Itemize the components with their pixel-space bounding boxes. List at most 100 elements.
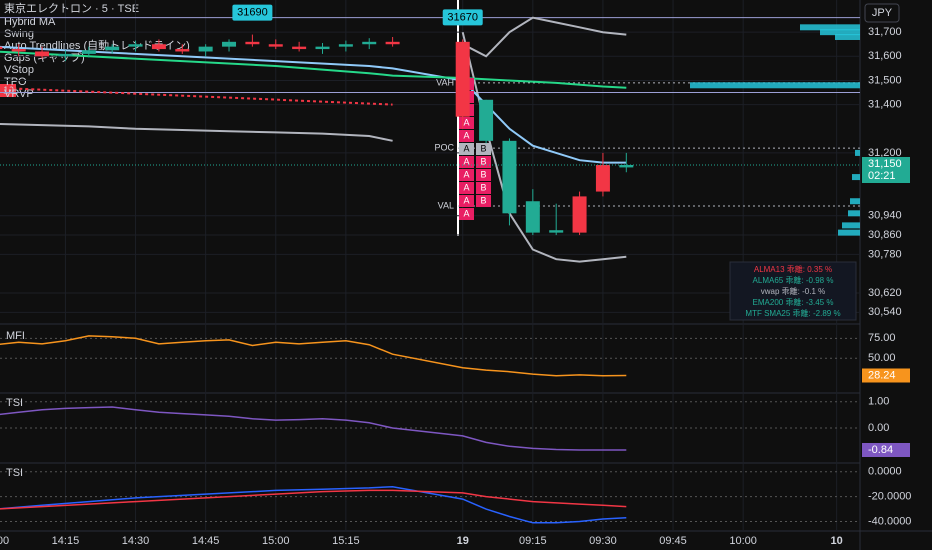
volume-profile-bar xyxy=(855,149,860,156)
y-tick-label: 30,780 xyxy=(868,248,902,260)
candle-body xyxy=(128,44,143,47)
volume-profile-bar xyxy=(690,82,860,89)
tpo-box xyxy=(459,169,474,181)
last-price-label: 31,150 xyxy=(868,158,902,170)
tpo-letter: B xyxy=(480,169,486,179)
info-line: ALMA65 乖離: -0.98 % xyxy=(753,275,834,285)
tpo-box xyxy=(459,208,474,220)
tpo-letter: A xyxy=(463,156,469,166)
y-tick-label: 30,620 xyxy=(868,287,902,299)
y-tick-label: 75.00 xyxy=(868,332,896,344)
y-tick-label: 50.00 xyxy=(868,352,896,364)
candle-body xyxy=(338,44,353,47)
indicator-line xyxy=(462,16,627,58)
volume-profile-bar xyxy=(852,174,860,181)
info-line: vwap 乖離: -0.1 % xyxy=(761,286,825,296)
y-tick-label: 31,200 xyxy=(868,147,902,159)
symbol-title: 東京エレクトロン · 5 · TSE xyxy=(4,1,139,15)
candle-body xyxy=(175,49,190,52)
candle-body xyxy=(292,46,307,50)
currency-label: JPY xyxy=(872,7,893,19)
level-label: VAL xyxy=(438,200,454,210)
y-tick-label: 31,600 xyxy=(868,50,902,62)
candle-body xyxy=(245,41,260,45)
tpo-letter: A xyxy=(463,195,469,205)
level-label: VAH xyxy=(436,77,454,87)
tpo-box xyxy=(476,182,491,194)
indicator-line xyxy=(461,31,627,263)
volume-profile-bar xyxy=(850,198,860,205)
tpo-letter: B xyxy=(480,195,486,205)
tpo-letter: A xyxy=(463,208,469,218)
tpo-box xyxy=(459,182,474,194)
candle-body xyxy=(455,41,470,117)
indicator-line xyxy=(0,335,627,377)
candle-body xyxy=(549,230,564,233)
candle-body xyxy=(222,41,237,47)
volume-profile-bar xyxy=(820,29,860,36)
price-callout-label: 31670 xyxy=(447,11,478,23)
y-tick-label: 1.00 xyxy=(868,396,889,408)
tpo-letter: A xyxy=(463,130,469,140)
currency-button[interactable] xyxy=(864,3,900,23)
y-tick-label: 30,860 xyxy=(868,229,902,241)
tpo-letter: B xyxy=(480,182,486,192)
last-value-label: 28.24 xyxy=(868,369,896,381)
x-tick-label: 09:15 xyxy=(519,535,547,547)
last-value-label: -0.84 xyxy=(868,444,893,456)
tpo-letter: A xyxy=(463,182,469,192)
y-tick-label: 0.00 xyxy=(868,422,889,434)
volume-profile-bar xyxy=(838,229,860,236)
tpo-box xyxy=(476,169,491,181)
x-tick-label: 09:45 xyxy=(659,535,687,547)
indicator-line xyxy=(0,123,393,142)
tpo-box xyxy=(459,143,474,155)
indicator-name: VRVP xyxy=(4,88,34,100)
indicator-name: TPO xyxy=(4,76,27,88)
pane-title: TSI xyxy=(6,467,23,479)
candle-body xyxy=(619,165,634,168)
y-tick-label: 31,500 xyxy=(868,74,902,86)
indicator-name: Swing xyxy=(4,28,34,40)
indicator-line xyxy=(0,50,627,89)
indicator-name: Auto Trendlines (自動トレンドライン) xyxy=(4,38,190,52)
volume-profile-bar xyxy=(835,33,860,40)
pane-title: TSI xyxy=(6,397,23,409)
level-label: POC xyxy=(434,142,454,152)
volume-profile-bar xyxy=(842,222,860,229)
info-line: EMA200 乖離: -3.45 % xyxy=(753,297,834,307)
info-line: ALMA13 乖離: 0.35 % xyxy=(754,264,832,274)
price-callout xyxy=(442,9,483,26)
tpo-box xyxy=(459,130,474,142)
candle-body xyxy=(572,196,587,233)
x-tick-label: 09:30 xyxy=(589,535,617,547)
x-tick-label: 14:00 xyxy=(0,535,9,547)
indicator-line xyxy=(0,45,627,164)
x-tick-label: 15:00 xyxy=(262,535,290,547)
y-tick-label: -40.0000 xyxy=(868,515,911,527)
volume-profile-bar xyxy=(800,24,860,31)
candle-body xyxy=(525,201,540,233)
left-tag-label: 10 xyxy=(3,86,15,97)
y-tick-label: 30,940 xyxy=(868,210,902,222)
indicator-line xyxy=(0,485,627,524)
indicator-name: Hybrid MA xyxy=(4,16,56,28)
countdown-label: 02:21 xyxy=(868,170,896,182)
candle-body xyxy=(502,140,517,214)
indicator-line xyxy=(0,406,627,451)
candle-body xyxy=(362,41,377,45)
candle-body xyxy=(268,44,283,47)
candle-body xyxy=(11,49,26,52)
y-tick-label: 30,540 xyxy=(868,306,902,318)
price-callout xyxy=(232,4,273,21)
tpo-letter: A xyxy=(463,143,469,153)
candle-body xyxy=(385,41,400,45)
x-tick-label: 14:15 xyxy=(52,535,80,547)
x-tick-label: 14:30 xyxy=(122,535,150,547)
y-tick-label: 31,700 xyxy=(868,26,902,38)
candle-body xyxy=(198,46,213,52)
y-tick-label: 31,400 xyxy=(868,99,902,111)
tpo-letter: B xyxy=(480,156,486,166)
info-box xyxy=(729,261,857,321)
volume-profile-bar xyxy=(848,210,860,217)
